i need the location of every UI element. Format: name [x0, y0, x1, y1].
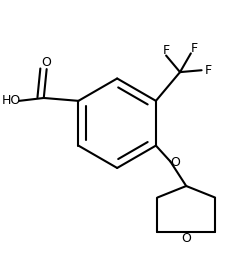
Text: O: O — [42, 56, 52, 69]
Text: O: O — [181, 232, 191, 245]
Text: F: F — [204, 64, 212, 77]
Text: HO: HO — [2, 94, 21, 107]
Text: F: F — [191, 42, 198, 55]
Text: O: O — [171, 156, 180, 169]
Text: F: F — [163, 44, 170, 57]
